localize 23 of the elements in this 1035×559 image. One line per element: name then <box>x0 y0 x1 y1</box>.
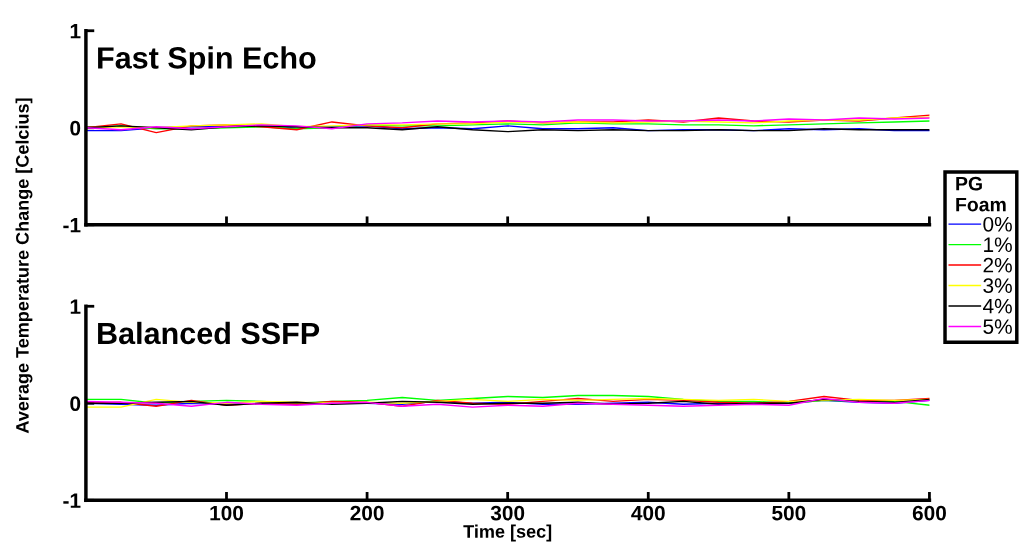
legend-label: 0% <box>983 216 1012 232</box>
legend-label: 1% <box>984 237 1012 253</box>
legend-label: 5% <box>983 319 1012 334</box>
y-tick-label: 1 <box>70 23 81 39</box>
legend-label: 3% <box>983 278 1012 294</box>
legend-title: PG Foam <box>956 176 1006 212</box>
legend-label: 2% <box>983 257 1012 273</box>
x-tick-label: 600 <box>912 505 946 521</box>
x-axis-title: Time [sec] <box>463 524 552 542</box>
chart-title: Fast Spin Echo <box>98 46 316 75</box>
legend-label: 4% <box>983 298 1012 314</box>
x-tick-label: 400 <box>631 505 665 521</box>
x-tick-label: 200 <box>350 505 384 521</box>
chart-title: Balanced SSFP <box>98 321 320 345</box>
x-tick-label: 100 <box>210 505 244 521</box>
y-tick-label: 0 <box>70 396 81 412</box>
x-tick-label: 300 <box>490 505 525 521</box>
y-tick-label: -1 <box>63 493 81 508</box>
y-tick-label: 0 <box>70 120 81 136</box>
y-tick-label: 1 <box>70 299 81 314</box>
x-tick-label: 500 <box>772 505 806 521</box>
y-tick-label: -1 <box>63 217 81 233</box>
y-axis-title: Average Temperature Change [Celcius] <box>15 98 33 434</box>
